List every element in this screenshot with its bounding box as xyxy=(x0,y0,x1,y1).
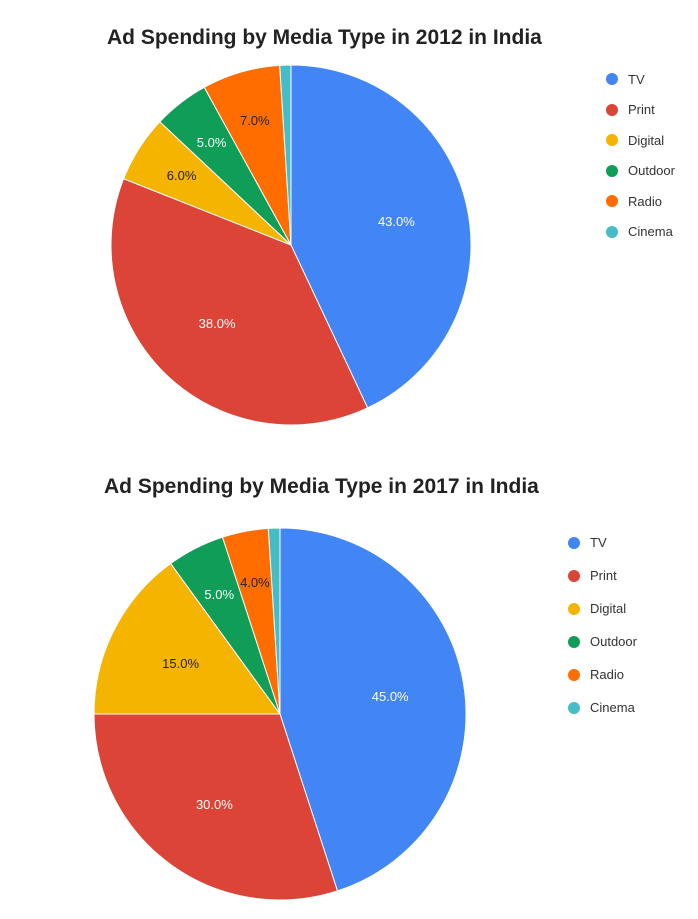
slice-label-outdoor: 5.0% xyxy=(197,135,227,150)
legend-item-print: Print xyxy=(606,95,675,126)
legend-item-radio: Radio xyxy=(606,186,675,217)
legend-label: TV xyxy=(628,71,645,87)
legend: TV Print Digital Outdoor Radio Cinema xyxy=(568,526,637,724)
legend-swatch xyxy=(568,569,580,582)
legend-label: Radio xyxy=(590,667,624,682)
legend-item-radio: Radio xyxy=(568,658,637,691)
slice-label-print: 38.0% xyxy=(199,316,236,331)
legend-item-cinema: Cinema xyxy=(606,217,675,248)
legend-label: Digital xyxy=(590,601,627,616)
pie-slice-tv xyxy=(290,64,472,409)
pie-chart: 43.0% 38.0% 6.0% 5.0% 7.0% xyxy=(110,64,472,426)
pie-chart: 45.0% 30.0% 15.0% 5.0% 4.0% xyxy=(93,527,467,901)
chart-title: Ad Spending by Media Type in 2017 in Ind… xyxy=(104,475,539,498)
legend-label: Outdoor xyxy=(628,163,675,179)
legend-label: Cinema xyxy=(590,700,635,715)
slice-label-radio: 4.0% xyxy=(240,575,270,590)
legend-swatch xyxy=(606,73,618,86)
legend-swatch xyxy=(606,195,618,208)
legend-item-digital: Digital xyxy=(606,125,675,156)
chart-panel-2017: Ad Spending by Media Type in 2017 in Ind… xyxy=(0,450,698,919)
legend-item-cinema: Cinema xyxy=(568,691,637,724)
pie-slice-print xyxy=(110,178,369,426)
pie-slice-digital xyxy=(93,562,281,715)
legend-item-digital: Digital xyxy=(568,592,637,625)
legend-swatch xyxy=(606,134,618,147)
legend-label: Outdoor xyxy=(590,634,637,649)
legend-label: TV xyxy=(590,535,607,550)
legend-label: Print xyxy=(590,568,617,583)
slice-label-outdoor: 5.0% xyxy=(204,587,234,602)
legend-item-print: Print xyxy=(568,559,637,592)
legend-item-outdoor: Outdoor xyxy=(568,625,637,658)
legend-label: Print xyxy=(628,102,655,118)
slice-label-radio: 7.0% xyxy=(240,113,270,128)
legend-swatch xyxy=(568,602,580,615)
chart-title: Ad Spending by Media Type in 2012 in Ind… xyxy=(107,26,542,49)
legend-label: Digital xyxy=(628,132,665,148)
legend-swatch xyxy=(606,164,618,177)
legend-item-outdoor: Outdoor xyxy=(606,156,675,187)
legend-label: Cinema xyxy=(628,224,673,240)
slice-label-tv: 45.0% xyxy=(372,689,409,704)
legend-swatch xyxy=(568,536,580,549)
legend-item-tv: TV xyxy=(606,64,675,95)
pie-slice-tv xyxy=(279,527,467,892)
slice-label-digital: 6.0% xyxy=(167,168,197,183)
slice-label-print: 30.0% xyxy=(196,797,233,812)
legend-label: Radio xyxy=(628,193,662,209)
slice-label-digital: 15.0% xyxy=(162,656,199,671)
slice-label-tv: 43.0% xyxy=(378,214,415,229)
chart-panel-2012: Ad Spending by Media Type in 2012 in Ind… xyxy=(0,0,698,450)
legend-swatch xyxy=(568,635,580,648)
pie-slice-cinema xyxy=(267,527,281,715)
legend-item-tv: TV xyxy=(568,526,637,559)
pie-slice-cinema xyxy=(279,64,292,246)
legend-swatch xyxy=(606,225,618,238)
legend-swatch xyxy=(568,668,580,681)
pie-slice-print xyxy=(93,713,339,901)
legend-swatch xyxy=(568,701,580,714)
legend: TV Print Digital Outdoor Radio Cinema xyxy=(606,64,675,247)
legend-swatch xyxy=(606,103,618,116)
